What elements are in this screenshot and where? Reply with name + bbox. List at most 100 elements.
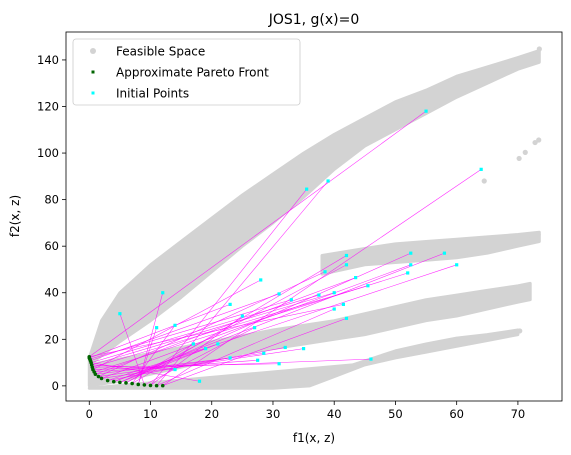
initial-point bbox=[341, 302, 345, 306]
feasible-point bbox=[530, 52, 536, 58]
connection-line bbox=[101, 264, 411, 379]
legend-label-initial-points: Initial Points bbox=[116, 87, 189, 101]
pareto-point bbox=[124, 381, 128, 385]
feasible-point bbox=[506, 330, 512, 336]
initial-point bbox=[409, 263, 413, 267]
initial-point bbox=[277, 292, 281, 296]
connection-line bbox=[91, 362, 200, 382]
initial-point bbox=[332, 291, 336, 295]
connection-line bbox=[137, 327, 157, 385]
initial-point bbox=[240, 314, 244, 318]
pareto-point bbox=[142, 383, 147, 387]
connection-lines-layer bbox=[89, 110, 482, 386]
pareto-point bbox=[111, 379, 116, 384]
x-tick-label: 20 bbox=[204, 407, 219, 421]
initial-point bbox=[118, 312, 122, 316]
initial-point bbox=[216, 342, 220, 346]
connection-line bbox=[144, 327, 255, 386]
feasible-point bbox=[492, 239, 498, 245]
initial-point bbox=[323, 270, 327, 274]
connection-line bbox=[150, 188, 307, 386]
legend-box bbox=[72, 38, 301, 106]
initial-point bbox=[289, 298, 293, 302]
legend-marker-feasible-space bbox=[90, 48, 96, 54]
initial-point bbox=[366, 284, 370, 288]
initial-point bbox=[173, 367, 177, 372]
initial-point bbox=[161, 291, 165, 295]
y-tick-label: 20 bbox=[44, 332, 59, 346]
connection-line bbox=[156, 308, 335, 386]
connection-line bbox=[95, 277, 356, 375]
connection-line bbox=[94, 359, 258, 373]
plot-frame bbox=[65, 31, 563, 402]
initial-point bbox=[305, 187, 309, 191]
initial-point bbox=[173, 323, 177, 327]
initial-point bbox=[256, 358, 260, 362]
feasible-point bbox=[517, 328, 523, 334]
initial-point bbox=[344, 263, 349, 267]
y-tick-label: 0 bbox=[52, 379, 59, 393]
legend-marker-pareto-front bbox=[91, 70, 95, 74]
initial-point bbox=[332, 307, 336, 311]
feasible-point bbox=[481, 178, 487, 184]
feasible-point bbox=[516, 155, 522, 162]
initial-point bbox=[155, 326, 159, 330]
feasible-region-bottom-branch bbox=[87, 328, 520, 390]
initial-points-layer bbox=[118, 109, 483, 383]
feasible-point bbox=[536, 46, 542, 52]
initial-point bbox=[228, 302, 232, 306]
pareto-point bbox=[93, 372, 98, 377]
initial-point bbox=[455, 263, 459, 267]
initial-point bbox=[442, 251, 447, 255]
x-tick-label: 40 bbox=[327, 407, 342, 421]
feasible-point bbox=[536, 137, 542, 143]
x-axis-ticks: 0 10 20 30 40 50 60 70 bbox=[86, 401, 525, 421]
connection-line bbox=[107, 347, 286, 381]
pareto-point bbox=[96, 374, 101, 379]
legend-label-pareto-front: Approximate Pareto Front bbox=[116, 66, 269, 80]
connection-line bbox=[162, 169, 482, 386]
x-tick-label: 10 bbox=[143, 407, 158, 421]
pareto-point bbox=[136, 382, 141, 387]
connection-line bbox=[91, 364, 176, 370]
connection-line bbox=[107, 264, 457, 381]
legend: Feasible Space Approximate Pareto Front … bbox=[72, 38, 301, 106]
initial-point bbox=[197, 379, 202, 383]
y-axis-ticks: 0 20 40 60 80 100 120 140 bbox=[37, 53, 66, 393]
connection-line bbox=[162, 318, 347, 386]
connection-line bbox=[91, 294, 319, 363]
connection-line bbox=[92, 285, 368, 368]
connection-line bbox=[98, 353, 264, 377]
pareto-point bbox=[118, 380, 122, 385]
feasible-region-lower-band bbox=[87, 281, 532, 388]
feasible-space-layer bbox=[87, 46, 542, 390]
connection-line bbox=[101, 348, 304, 379]
initial-point bbox=[228, 356, 232, 360]
initial-point bbox=[253, 326, 257, 330]
y-tick-label: 80 bbox=[44, 193, 59, 207]
feasible-point bbox=[524, 234, 530, 240]
connection-line bbox=[89, 304, 231, 359]
legend-marker-initial-points bbox=[91, 91, 95, 95]
initial-point bbox=[369, 357, 373, 361]
initial-point bbox=[259, 278, 263, 282]
connection-line bbox=[89, 110, 427, 357]
legend-label-feasible-space: Feasible Space bbox=[116, 45, 205, 59]
x-tick-label: 30 bbox=[266, 407, 281, 421]
connection-line bbox=[89, 299, 292, 360]
initial-point bbox=[344, 316, 349, 320]
initial-point bbox=[409, 251, 413, 255]
feasible-region-middle-band bbox=[320, 230, 541, 276]
connection-line bbox=[113, 348, 206, 382]
initial-point bbox=[326, 179, 330, 183]
plot-area bbox=[87, 46, 542, 390]
initial-point bbox=[354, 276, 358, 280]
connection-line bbox=[91, 292, 335, 366]
y-axis-label: f2(x, z) bbox=[8, 195, 22, 237]
initial-point bbox=[191, 342, 195, 346]
initial-point bbox=[204, 347, 208, 351]
connection-line bbox=[131, 325, 176, 384]
connection-line bbox=[125, 343, 194, 384]
pareto-front-layer bbox=[87, 354, 165, 388]
y-tick-label: 120 bbox=[37, 99, 59, 113]
